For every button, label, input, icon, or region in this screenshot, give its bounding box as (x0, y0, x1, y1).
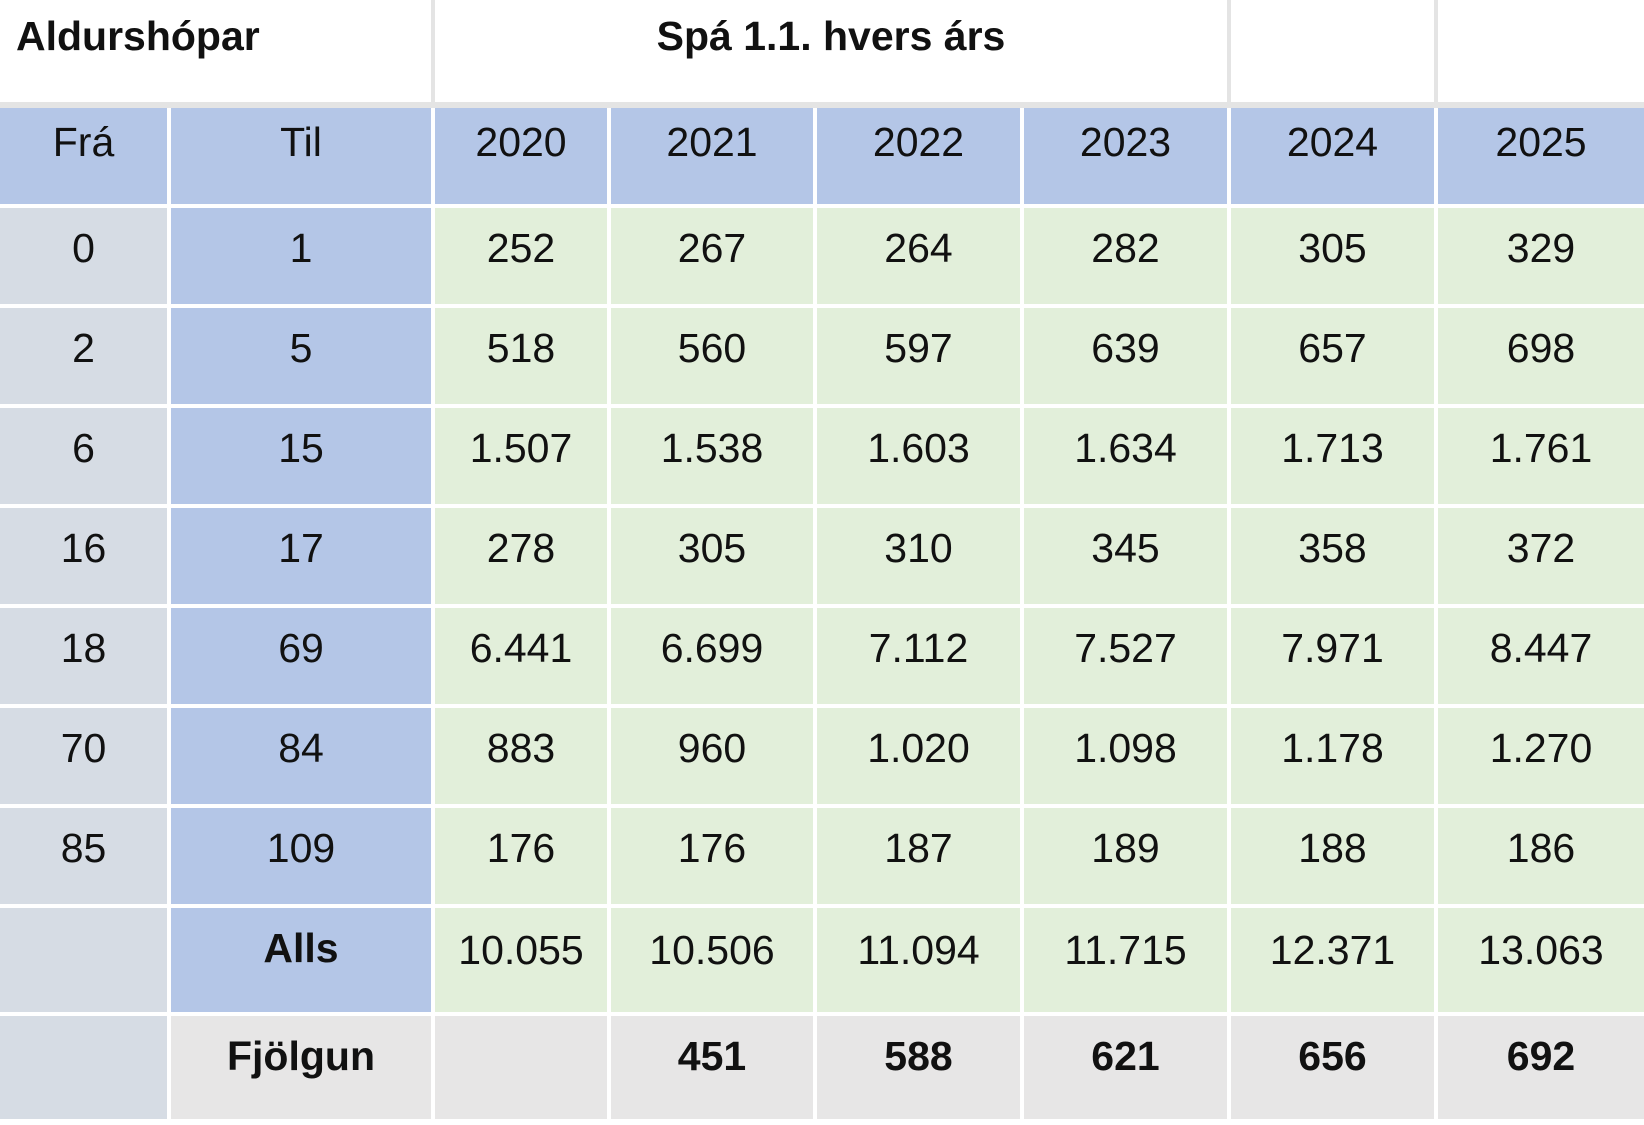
age-from-cell: 2 (0, 308, 171, 408)
header-empty-cell (1438, 0, 1644, 108)
value-cell: 518 (435, 308, 611, 408)
value-cell: 264 (817, 208, 1024, 308)
value-cell: 188 (1231, 808, 1438, 908)
value-cell: 657 (1231, 308, 1438, 408)
value-cell: 252 (435, 208, 611, 308)
value-cell: 7.112 (817, 608, 1024, 708)
value-cell: 176 (435, 808, 611, 908)
col-header-year: 2022 (817, 108, 1024, 208)
forecast-heading: Spá 1.1. hvers árs (435, 0, 1231, 108)
value-cell: 1.098 (1024, 708, 1231, 808)
value-cell: 187 (817, 808, 1024, 908)
total-value-cell: 10.506 (611, 908, 817, 1016)
age-from-cell: 70 (0, 708, 171, 808)
total-value-cell: 10.055 (435, 908, 611, 1016)
age-from-cell: 0 (0, 208, 171, 308)
increase-value-cell: 588 (817, 1016, 1024, 1119)
value-cell: 1.538 (611, 408, 817, 508)
col-header-year: 2020 (435, 108, 611, 208)
value-cell: 960 (611, 708, 817, 808)
age-from-cell: 85 (0, 808, 171, 908)
value-cell: 372 (1438, 508, 1644, 608)
header-empty-cell (1231, 0, 1438, 108)
increase-value-cell: 621 (1024, 1016, 1231, 1119)
age-to-cell: 84 (171, 708, 435, 808)
value-cell: 597 (817, 308, 1024, 408)
value-cell: 310 (817, 508, 1024, 608)
total-from-empty-cell (0, 908, 171, 1016)
value-cell: 6.441 (435, 608, 611, 708)
value-cell: 560 (611, 308, 817, 408)
value-cell: 305 (1231, 208, 1438, 308)
age-from-cell: 16 (0, 508, 171, 608)
age-to-cell: 69 (171, 608, 435, 708)
value-cell: 8.447 (1438, 608, 1644, 708)
value-cell: 267 (611, 208, 817, 308)
value-cell: 1.713 (1231, 408, 1438, 508)
value-cell: 1.178 (1231, 708, 1438, 808)
value-cell: 1.634 (1024, 408, 1231, 508)
value-cell: 186 (1438, 808, 1644, 908)
col-header-year: 2021 (611, 108, 817, 208)
value-cell: 7.971 (1231, 608, 1438, 708)
value-cell: 1.270 (1438, 708, 1644, 808)
col-header-year: 2024 (1231, 108, 1438, 208)
value-cell: 7.527 (1024, 608, 1231, 708)
value-cell: 1.507 (435, 408, 611, 508)
col-header-to: Til (171, 108, 435, 208)
age-to-cell: 5 (171, 308, 435, 408)
increase-label: Fjölgun (171, 1016, 435, 1119)
value-cell: 282 (1024, 208, 1231, 308)
col-header-from: Frá (0, 108, 171, 208)
increase-value-cell: 656 (1231, 1016, 1438, 1119)
increase-value-cell (435, 1016, 611, 1119)
value-cell: 6.699 (611, 608, 817, 708)
total-value-cell: 11.715 (1024, 908, 1231, 1016)
increase-value-cell: 451 (611, 1016, 817, 1119)
value-cell: 329 (1438, 208, 1644, 308)
value-cell: 345 (1024, 508, 1231, 608)
total-value-cell: 11.094 (817, 908, 1024, 1016)
value-cell: 358 (1231, 508, 1438, 608)
value-cell: 639 (1024, 308, 1231, 408)
increase-from-empty-cell (0, 1016, 171, 1119)
total-value-cell: 13.063 (1438, 908, 1644, 1016)
age-to-cell: 109 (171, 808, 435, 908)
total-value-cell: 12.371 (1231, 908, 1438, 1016)
increase-value-cell: 692 (1438, 1016, 1644, 1119)
age-to-cell: 17 (171, 508, 435, 608)
value-cell: 1.020 (817, 708, 1024, 808)
age-from-cell: 18 (0, 608, 171, 708)
age-from-cell: 6 (0, 408, 171, 508)
value-cell: 1.603 (817, 408, 1024, 508)
value-cell: 189 (1024, 808, 1231, 908)
col-header-year: 2023 (1024, 108, 1231, 208)
age-groups-heading: Aldurshópar (0, 0, 435, 108)
value-cell: 1.761 (1438, 408, 1644, 508)
value-cell: 176 (611, 808, 817, 908)
value-cell: 305 (611, 508, 817, 608)
age-to-cell: 15 (171, 408, 435, 508)
value-cell: 278 (435, 508, 611, 608)
age-to-cell: 1 (171, 208, 435, 308)
value-cell: 698 (1438, 308, 1644, 408)
col-header-year: 2025 (1438, 108, 1644, 208)
value-cell: 883 (435, 708, 611, 808)
total-label: Alls (171, 908, 435, 1016)
